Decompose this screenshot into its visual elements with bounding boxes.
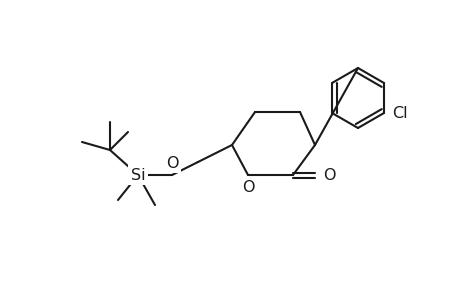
Text: Cl: Cl xyxy=(392,106,407,121)
Text: Si: Si xyxy=(130,167,145,182)
Text: O: O xyxy=(241,179,254,194)
Text: O: O xyxy=(322,167,335,182)
Text: O: O xyxy=(165,155,178,170)
